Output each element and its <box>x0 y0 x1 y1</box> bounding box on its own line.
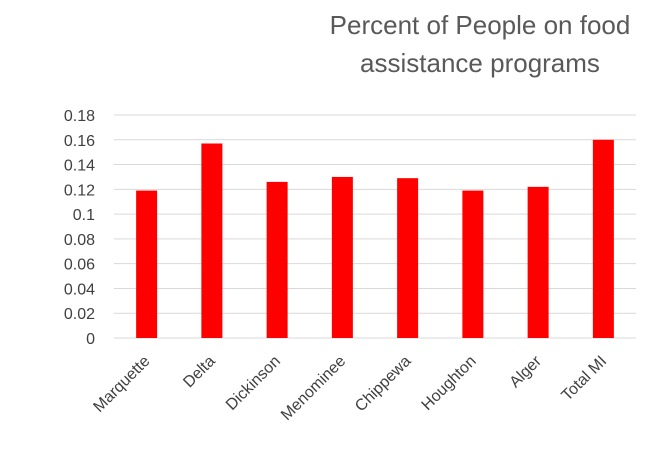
x-tick-label: Chippewa <box>352 353 414 415</box>
y-tick-label: 0.16 <box>64 133 95 150</box>
y-tick-label: 0.14 <box>64 158 95 175</box>
bar <box>201 143 223 338</box>
x-tick-label: Houghton <box>419 353 480 414</box>
bar <box>136 190 158 338</box>
x-tick-label: Total MI <box>559 353 611 405</box>
gridlines <box>114 114 636 339</box>
y-tick-label: 0.1 <box>73 207 95 224</box>
bar <box>331 176 353 338</box>
y-tick-label: 0.06 <box>64 257 95 274</box>
x-tick-label: Dickinson <box>223 353 284 414</box>
bars <box>136 139 614 338</box>
y-tick-label: 0.18 <box>64 108 95 125</box>
bar <box>266 181 288 338</box>
bar <box>397 178 419 338</box>
x-tick-label: Alger <box>507 352 546 391</box>
x-tick-label: Marquette <box>90 353 153 416</box>
y-tick-label: 0.02 <box>64 306 95 323</box>
y-tick-label: 0.04 <box>64 281 95 298</box>
y-tick-label: 0 <box>86 331 95 348</box>
y-tick-label: 0.08 <box>64 232 95 249</box>
bar <box>527 186 549 338</box>
bar <box>462 190 484 338</box>
y-axis-tick-labels: 0 0.02 0.04 0.06 0.08 0.1 0.12 0.14 0.16 0.18 <box>64 108 95 348</box>
y-tick-label: 0.12 <box>64 182 95 199</box>
chart-title: Percent of People on food assistance pro… <box>329 10 631 78</box>
x-tick-label: Menominee <box>278 353 349 424</box>
bar <box>592 139 614 338</box>
x-tick-label: Delta <box>180 353 219 392</box>
